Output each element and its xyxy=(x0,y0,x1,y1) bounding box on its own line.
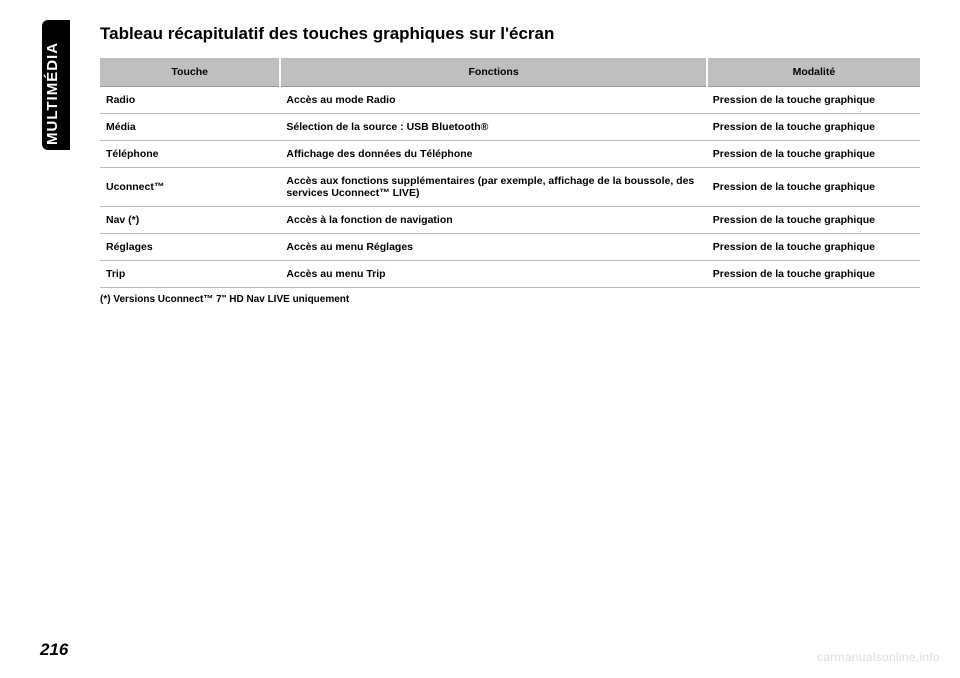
header-touche: Touche xyxy=(100,58,280,87)
table-row: Nav (*) Accès à la fonction de navigatio… xyxy=(100,207,920,234)
cell-fonctions: Accès à la fonction de navigation xyxy=(280,207,706,234)
sidebar-section-label: MULTIMÉDIA xyxy=(44,42,61,145)
header-fonctions: Fonctions xyxy=(280,58,706,87)
watermark: carmanualsonline.info xyxy=(817,650,940,664)
table-row: Trip Accès au menu Trip Pression de la t… xyxy=(100,261,920,288)
cell-touche: Nav (*) xyxy=(100,207,280,234)
page-number: 216 xyxy=(40,640,68,660)
cell-modalite: Pression de la touche graphique xyxy=(707,261,920,288)
header-modalite: Modalité xyxy=(707,58,920,87)
cell-modalite: Pression de la touche graphique xyxy=(707,168,920,207)
table-footnote: (*) Versions Uconnect™ 7" HD Nav LIVE un… xyxy=(100,294,920,305)
cell-touche: Uconnect™ xyxy=(100,168,280,207)
cell-modalite: Pression de la touche graphique xyxy=(707,234,920,261)
cell-modalite: Pression de la touche graphique xyxy=(707,141,920,168)
table-row: Uconnect™ Accès aux fonctions supplément… xyxy=(100,168,920,207)
cell-fonctions: Affichage des données du Téléphone xyxy=(280,141,706,168)
cell-fonctions: Accès aux fonctions supplémentaires (par… xyxy=(280,168,706,207)
cell-touche: Réglages xyxy=(100,234,280,261)
summary-table: Touche Fonctions Modalité Radio Accès au… xyxy=(100,58,920,288)
cell-fonctions: Accès au menu Réglages xyxy=(280,234,706,261)
cell-touche: Téléphone xyxy=(100,141,280,168)
cell-touche: Trip xyxy=(100,261,280,288)
cell-fonctions: Sélection de la source : USB Bluetooth® xyxy=(280,114,706,141)
page-content: Tableau récapitulatif des touches graphi… xyxy=(100,24,920,305)
table-header-row: Touche Fonctions Modalité xyxy=(100,58,920,87)
cell-fonctions: Accès au menu Trip xyxy=(280,261,706,288)
table-row: Radio Accès au mode Radio Pression de la… xyxy=(100,87,920,114)
cell-touche: Média xyxy=(100,114,280,141)
page-title: Tableau récapitulatif des touches graphi… xyxy=(100,24,920,44)
table-row: Téléphone Affichage des données du Télép… xyxy=(100,141,920,168)
cell-modalite: Pression de la touche graphique xyxy=(707,114,920,141)
cell-modalite: Pression de la touche graphique xyxy=(707,207,920,234)
cell-modalite: Pression de la touche graphique xyxy=(707,87,920,114)
cell-fonctions: Accès au mode Radio xyxy=(280,87,706,114)
table-row: Média Sélection de la source : USB Bluet… xyxy=(100,114,920,141)
cell-touche: Radio xyxy=(100,87,280,114)
table-row: Réglages Accès au menu Réglages Pression… xyxy=(100,234,920,261)
